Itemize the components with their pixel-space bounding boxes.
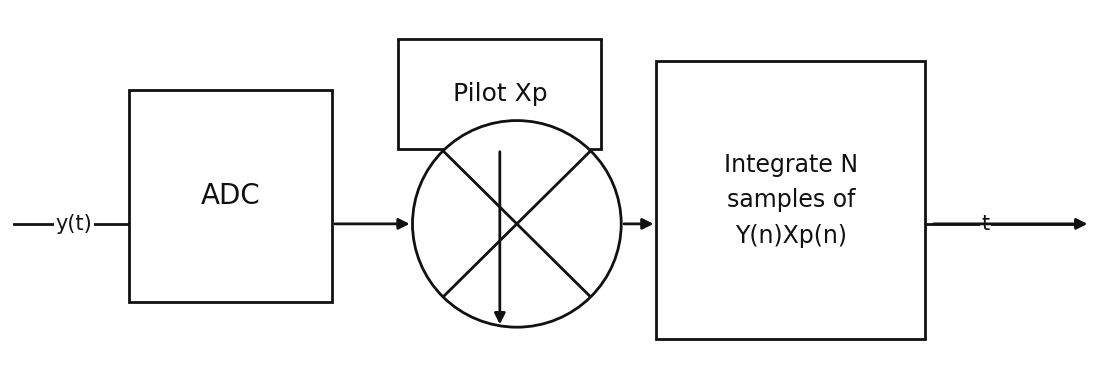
Bar bbox=[657, 61, 925, 339]
Text: Pilot Xp: Pilot Xp bbox=[453, 82, 548, 106]
Bar bbox=[399, 39, 602, 149]
Text: t: t bbox=[981, 214, 990, 234]
Bar bbox=[129, 91, 332, 302]
Text: y(t): y(t) bbox=[56, 214, 93, 234]
Text: Integrate N
samples of
Y(n)Xp(n): Integrate N samples of Y(n)Xp(n) bbox=[724, 153, 858, 247]
Text: ADC: ADC bbox=[201, 183, 261, 210]
Ellipse shape bbox=[413, 121, 622, 327]
